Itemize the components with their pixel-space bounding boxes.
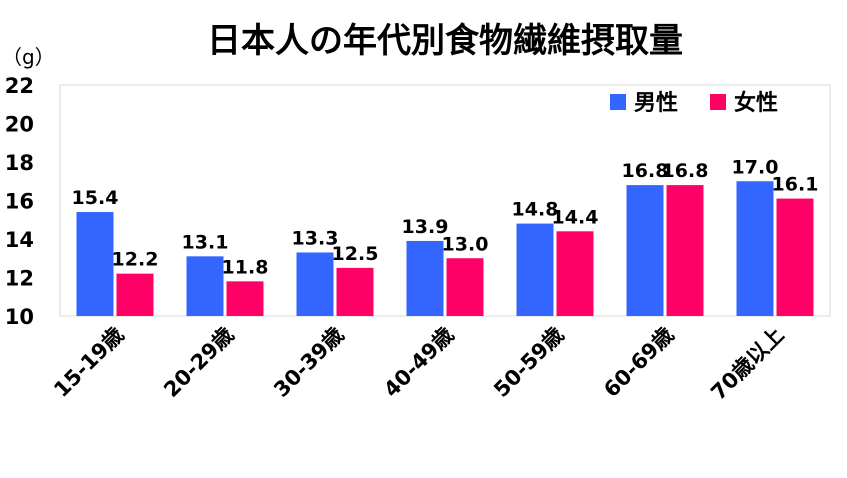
bar-female xyxy=(776,198,814,316)
data-label: 14.4 xyxy=(552,206,599,228)
y-unit-label: （g） xyxy=(2,45,55,69)
bar-male xyxy=(406,240,444,316)
data-label: 16.8 xyxy=(662,160,709,182)
x-tick-label: 40-49歳 xyxy=(379,323,458,402)
bar-female xyxy=(336,267,374,316)
data-label: 12.2 xyxy=(112,249,159,271)
legend-label-female: 女性 xyxy=(734,90,778,116)
data-label: 11.8 xyxy=(222,256,269,278)
x-tick-label: 60-69歳 xyxy=(599,323,678,402)
bar-female xyxy=(556,231,594,316)
data-label: 17.0 xyxy=(732,156,779,178)
bars xyxy=(76,181,814,316)
data-label: 12.5 xyxy=(332,243,379,265)
x-tick-label: 70歳以上 xyxy=(706,323,788,405)
y-tick-label: 18 xyxy=(5,151,34,175)
x-tick-label: 30-39歳 xyxy=(269,323,348,402)
bar-female xyxy=(446,258,484,316)
legend-swatch-female xyxy=(710,94,726,110)
chart-title: 日本人の年代別食物繊維摂取量 xyxy=(207,21,683,61)
x-axis: 15-19歳 20-29歳 30-39歳 40-49歳 50-59歳 60-69歳 70歳以… xyxy=(49,323,788,405)
data-label: 15.4 xyxy=(72,187,119,209)
y-axis: 10 12 14 16 18 20 22 xyxy=(5,74,34,329)
plot-area-border xyxy=(59,84,831,317)
bar-male xyxy=(516,223,554,316)
bar-male xyxy=(626,185,664,316)
bar-male xyxy=(186,256,224,316)
y-tick-label: 12 xyxy=(5,267,34,291)
data-label: 16.8 xyxy=(622,160,669,182)
y-tick-label: 10 xyxy=(5,305,34,329)
x-tick-label: 20-29歳 xyxy=(159,323,238,402)
y-tick-label: 20 xyxy=(5,113,34,137)
legend-label-male: 男性 xyxy=(634,91,678,116)
bar-male xyxy=(736,181,774,316)
bar-female xyxy=(226,281,264,316)
bar-female xyxy=(116,273,154,316)
y-tick-label: 14 xyxy=(5,228,34,252)
bar-female xyxy=(666,185,704,316)
data-label: 14.8 xyxy=(512,199,559,221)
data-label: 13.1 xyxy=(182,231,229,253)
legend-swatch-male xyxy=(610,94,626,110)
x-tick-label: 15-19歳 xyxy=(49,323,128,402)
bar-male xyxy=(296,252,334,316)
y-tick-label: 22 xyxy=(5,74,34,98)
data-labels: 15.4 12.2 13.1 11.8 13.312.5 13.913.0 14.814.4… xyxy=(72,156,819,278)
bar-male xyxy=(76,212,114,316)
x-tick-label: 50-59歳 xyxy=(489,323,568,402)
legend: 男性 女性 xyxy=(610,90,778,116)
data-label: 13.3 xyxy=(292,227,339,249)
data-label: 13.0 xyxy=(442,233,489,255)
data-label: 13.9 xyxy=(402,216,449,238)
y-tick-label: 16 xyxy=(5,190,34,214)
data-label: 16.1 xyxy=(772,174,819,196)
